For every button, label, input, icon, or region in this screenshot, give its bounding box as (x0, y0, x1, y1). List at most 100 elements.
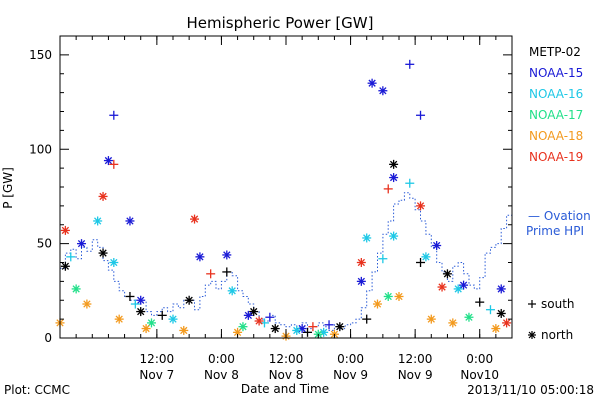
data-point-north (103, 156, 113, 166)
data-point-north (98, 248, 108, 258)
data-point-north (109, 258, 119, 267)
data-point-north (254, 316, 264, 326)
y-tick-labels: 0 50 100 150 (29, 48, 52, 345)
data-point-north (442, 269, 452, 279)
x-tick-label-time: 0:00 (466, 352, 493, 366)
symbol-legend-label-north: north (541, 328, 573, 342)
data-point-south (222, 267, 232, 277)
symbol-south-icon (528, 300, 536, 308)
data-point-north (448, 318, 458, 328)
data-point-north (98, 191, 108, 201)
symbol-north-icon (528, 331, 536, 339)
ovation-step-path (60, 192, 512, 331)
data-point-south (405, 59, 415, 69)
data-point-north (136, 295, 146, 305)
data-point-north (496, 284, 506, 294)
x-tick-label-date: Nov10 (460, 368, 499, 382)
x-tick-label-date: Nov 9 (398, 368, 433, 382)
ovation-legend-line2: Prime HPI (526, 224, 584, 238)
data-point-south (206, 269, 216, 279)
data-point-north (60, 225, 70, 235)
data-point-south (485, 305, 495, 315)
data-point-north (71, 284, 81, 294)
data-point-north (389, 159, 399, 169)
data-point-south (362, 314, 372, 324)
data-point-north (389, 231, 399, 241)
data-point-north (496, 308, 506, 318)
data-point-north (416, 201, 426, 211)
data-point-south (405, 178, 415, 188)
data-point-north (168, 314, 178, 324)
symbol-legend-label-south: south (541, 297, 575, 311)
data-point-north (77, 239, 87, 249)
x-tick-labels: 12:00 Nov 7 0:00 Nov 8 12:00 Nov 8 0:00 Nov 9 12… (139, 352, 499, 382)
legend-entry-noaa-16: NOAA-16 (529, 87, 583, 101)
y-axis-label: P [GW] (1, 167, 15, 209)
data-point-north (60, 261, 70, 271)
data-point-north (394, 291, 404, 301)
data-point-north (136, 307, 146, 317)
data-point-north (249, 307, 259, 317)
data-point-north (195, 252, 205, 262)
data-point-north (453, 284, 463, 294)
data-point-north (437, 282, 447, 292)
data-point-south (303, 327, 313, 337)
data-point-north (491, 324, 501, 334)
plot-timestamp: 2013/11/10 05:00:18 (467, 383, 594, 397)
data-point-south (109, 159, 119, 169)
data-point-south (324, 320, 334, 330)
x-tick-label-date: Nov 9 (333, 368, 368, 382)
x-axis-label: Date and Time (241, 382, 329, 396)
data-point-north (114, 314, 124, 324)
data-point-north (146, 318, 156, 328)
x-tick-label-time: 12:00 (398, 352, 433, 366)
plot-credit: Plot: CCMC (4, 383, 70, 397)
data-point-north (356, 258, 366, 267)
y-tick-label: 0 (44, 331, 52, 345)
data-point-north (184, 295, 194, 305)
chart-title: Hemispheric Power [GW] (187, 14, 374, 32)
data-point-south (383, 184, 393, 194)
x-tick-label-date: Nov 8 (269, 368, 304, 382)
x-tick-label-time: 12:00 (140, 352, 175, 366)
data-point-south (378, 254, 388, 264)
data-point-north (464, 312, 474, 322)
legend-entry-noaa-19: NOAA-19 (529, 150, 583, 164)
x-tick-label-time: 0:00 (337, 352, 364, 366)
hemisphere-symbol-legend: south north (528, 297, 575, 342)
satellite-data-points (55, 59, 512, 341)
data-point-south (125, 291, 135, 301)
y-tick-label: 100 (29, 142, 52, 156)
data-point-north (502, 318, 512, 328)
data-point-north (125, 216, 135, 226)
data-point-south (157, 310, 167, 320)
data-point-south (265, 312, 275, 322)
data-point-north (222, 250, 232, 260)
satellite-legend: METP-02 NOAA-15 NOAA-16 NOAA-17 NOAA-18 NOAA-… (529, 45, 583, 164)
data-point-north (82, 299, 92, 309)
data-point-north (270, 324, 280, 334)
data-point-north (421, 252, 431, 262)
data-point-north (238, 322, 248, 332)
legend-entry-noaa-17: NOAA-17 (529, 108, 583, 122)
x-tick-label-time: 0:00 (208, 352, 235, 366)
data-point-south (66, 252, 76, 262)
data-point-north (362, 233, 372, 243)
x-tick-label-date: Nov 7 (139, 368, 174, 382)
data-point-north (141, 324, 151, 334)
plot-frame (59, 35, 513, 339)
data-point-north (389, 173, 399, 183)
legend-entry-noaa-18: NOAA-18 (529, 129, 583, 143)
data-point-north (426, 314, 436, 324)
data-point-north (190, 214, 200, 224)
data-point-north (179, 325, 189, 335)
data-point-north (243, 310, 253, 320)
data-point-north (378, 86, 388, 96)
data-point-south (475, 297, 485, 307)
data-point-north (367, 78, 377, 88)
y-tick-label: 50 (37, 237, 52, 251)
ovation-legend-line1: — Ovation (528, 209, 591, 223)
x-tick-label-date: Nov 8 (204, 368, 239, 382)
data-point-north (335, 322, 345, 332)
